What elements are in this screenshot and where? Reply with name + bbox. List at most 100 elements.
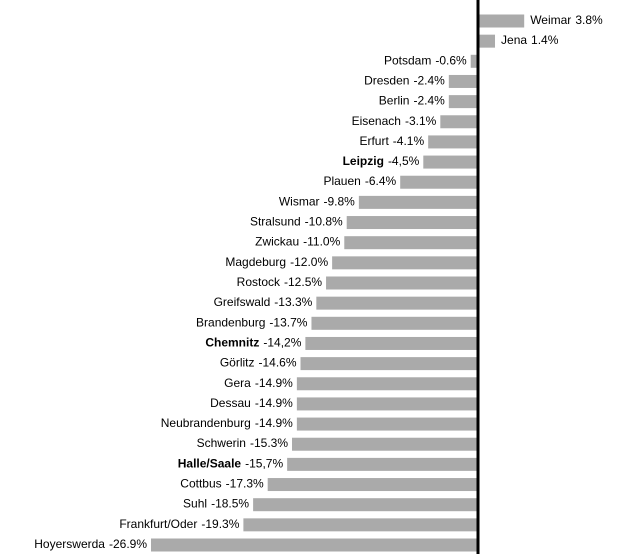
bar-label: Erfurt -4.1% [359, 134, 424, 148]
category-label: Hoyerswerda [34, 537, 105, 551]
bar-label: Görlitz -14.6% [220, 356, 297, 370]
bar [253, 498, 478, 512]
value-label: -12.0% [290, 255, 328, 269]
category-label: Eisenach [352, 114, 401, 128]
bar [470, 54, 478, 68]
bar [311, 316, 478, 330]
value-label: -4,5% [388, 154, 420, 168]
value-label: -15,7% [245, 457, 283, 471]
category-label: Dessau [210, 396, 251, 410]
bar [267, 478, 478, 492]
bar [300, 357, 478, 371]
bar-label: Suhl -18.5% [183, 497, 249, 511]
value-label: -13.3% [274, 295, 312, 309]
bar-label: Gera -14.9% [224, 376, 293, 390]
category-label: Zwickau [255, 235, 299, 249]
bar-label: Brandenburg -13.7% [196, 315, 308, 329]
category-label: Wismar [279, 195, 320, 209]
value-label: -18.5% [211, 497, 249, 511]
category-label: Leipzig [343, 154, 384, 168]
value-label: -14.6% [258, 356, 296, 370]
bar-label: Halle/Saale -15,7% [178, 457, 284, 471]
value-label: -14.9% [255, 416, 293, 430]
bar-label: Weimar 3.8% [530, 13, 603, 27]
bar [296, 377, 478, 391]
category-label: Berlin [379, 94, 410, 108]
bar [316, 296, 478, 310]
category-label: Cottbus [180, 477, 221, 491]
category-label: Brandenburg [196, 315, 265, 329]
bar-label: Chemnitz -14,2% [205, 336, 301, 350]
bar [346, 216, 478, 230]
value-label: -19.3% [201, 517, 239, 531]
bar-label: Eisenach -3.1% [352, 114, 437, 128]
category-label: Halle/Saale [178, 457, 242, 471]
category-label: Görlitz [220, 356, 255, 370]
category-label: Plauen [323, 174, 360, 188]
bar-label: Stralsund -10.8% [250, 215, 343, 229]
bar-label: Jena 1.4% [501, 33, 559, 47]
category-label: Potsdam [384, 53, 431, 67]
value-label: -3.1% [405, 114, 437, 128]
bar-label: Plauen -6.4% [323, 174, 396, 188]
bar-label: Dresden -2.4% [364, 74, 445, 88]
value-label: -2.4% [413, 94, 445, 108]
bar [243, 518, 478, 532]
value-label: -10.8% [305, 215, 343, 229]
category-label: Chemnitz [205, 336, 259, 350]
value-label: -14.9% [255, 396, 293, 410]
bar-label: Potsdam -0.6% [384, 53, 467, 67]
category-label: Greifswald [214, 295, 271, 309]
bar-label: Berlin -2.4% [379, 94, 445, 108]
bar-label: Greifswald -13.3% [214, 295, 313, 309]
bar-label: Cottbus -17.3% [180, 477, 264, 491]
bar-label: Schwerin -15.3% [197, 436, 289, 450]
bar [344, 236, 478, 250]
value-label: -17.3% [226, 477, 264, 491]
bar [358, 195, 478, 209]
value-label: 1.4% [531, 33, 559, 47]
bar [478, 34, 496, 48]
value-label: -12.5% [284, 275, 322, 289]
category-label: Neubrandenburg [161, 416, 251, 430]
value-label: -14.9% [255, 376, 293, 390]
value-label: -15.3% [250, 436, 288, 450]
category-label: Magdeburg [225, 255, 286, 269]
bar [400, 175, 478, 189]
bar [440, 115, 478, 129]
bar [287, 457, 478, 471]
bar [448, 95, 478, 109]
value-label: -14,2% [263, 336, 301, 350]
bar [326, 276, 478, 290]
category-label: Erfurt [359, 134, 389, 148]
bar [423, 155, 478, 169]
value-label: -11.0% [303, 235, 340, 249]
value-label: -2.4% [413, 74, 445, 88]
category-label: Suhl [183, 497, 207, 511]
bar [296, 397, 478, 411]
category-label: Jena [501, 33, 527, 47]
value-label: 3.8% [575, 13, 603, 27]
bar [296, 417, 478, 431]
bar-label: Leipzig -4,5% [343, 154, 420, 168]
bar [305, 336, 478, 350]
bar-label: Dessau -14.9% [210, 396, 293, 410]
bar [428, 135, 478, 149]
value-label: -4.1% [393, 134, 425, 148]
value-label: -6.4% [365, 174, 397, 188]
category-label: Weimar [530, 13, 571, 27]
bar [292, 437, 478, 451]
bar-label: Hoyerswerda -26.9% [34, 537, 147, 551]
bar [448, 74, 478, 88]
category-label: Rostock [237, 275, 281, 289]
bar-label: Zwickau -11.0% [255, 235, 340, 249]
bar [332, 256, 478, 270]
category-label: Frankfurt/Oder [119, 517, 197, 531]
category-label: Stralsund [250, 215, 301, 229]
value-label: -9.8% [324, 195, 356, 209]
bar-label: Rostock -12.5% [237, 275, 323, 289]
bar [478, 14, 525, 28]
value-label: -13.7% [269, 315, 307, 329]
category-label: Dresden [364, 74, 409, 88]
